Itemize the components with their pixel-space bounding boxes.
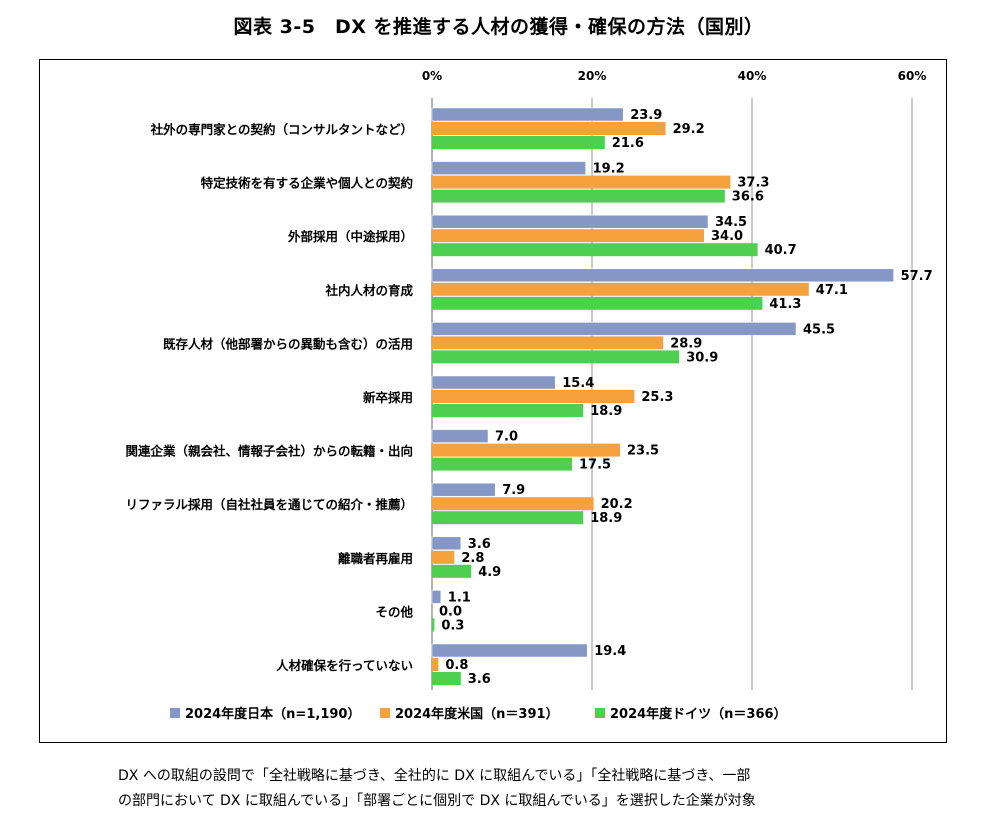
bar-usa bbox=[432, 497, 594, 511]
bar-japan bbox=[431, 482, 496, 497]
data-label: 19.4 bbox=[594, 644, 626, 659]
category-label: その他 bbox=[375, 604, 413, 619]
data-label: 7.9 bbox=[502, 483, 525, 498]
bar-chart: 0% 20% 40% 60% 社外の専門家との契約（コンサルタントなど） 23.9 29.2… bbox=[125, 69, 933, 722]
data-label: 1.1 bbox=[448, 590, 471, 605]
data-label: 0.0 bbox=[439, 604, 462, 619]
data-label: 0.8 bbox=[445, 658, 468, 673]
bar-japan bbox=[431, 107, 624, 122]
bar-germany bbox=[432, 404, 584, 417]
bar-germany bbox=[432, 189, 725, 203]
bar-japan bbox=[431, 322, 797, 336]
data-label: 23.5 bbox=[627, 444, 659, 459]
footnote-line-1: DX への取組の設問で「全社戦略に基づき、全社的に DX に取組んでいる」「全社… bbox=[118, 768, 751, 784]
data-label: 28.9 bbox=[670, 336, 702, 351]
data-label: 41.3 bbox=[769, 297, 801, 312]
bar-usa bbox=[432, 658, 439, 671]
bar-usa bbox=[432, 443, 620, 457]
data-label: 45.5 bbox=[803, 322, 835, 337]
bar-germany bbox=[432, 618, 435, 632]
bar-japan bbox=[431, 268, 894, 283]
category-label: 離職者再雇用 bbox=[338, 551, 413, 566]
bar-germany bbox=[432, 457, 572, 471]
data-label: 7.0 bbox=[495, 430, 518, 445]
data-label: 19.2 bbox=[593, 162, 625, 177]
category-label: 特定技術を有する企業や個人との契約 bbox=[201, 176, 413, 191]
bar-germany bbox=[432, 296, 763, 310]
data-label: 18.9 bbox=[590, 404, 622, 419]
bar-usa bbox=[432, 175, 731, 189]
data-label: 0.3 bbox=[441, 618, 464, 633]
data-label: 34.0 bbox=[711, 229, 743, 244]
legend-swatch-japan bbox=[170, 708, 180, 718]
bar-germany bbox=[432, 243, 758, 257]
data-label: 20.2 bbox=[601, 497, 633, 512]
data-label: 36.6 bbox=[732, 190, 764, 205]
legend-label: 2024年度日本（n=1,190） bbox=[185, 706, 360, 722]
chart-frame: 0% 20% 40% 60% 社外の専門家との契約（コンサルタントなど） 23.9 29.2… bbox=[39, 59, 947, 743]
bar-usa bbox=[432, 229, 704, 243]
x-tick-label: 40% bbox=[738, 69, 767, 83]
category-label: 関連企業（親会社、情報子会社）からの転籍・出向 bbox=[125, 444, 413, 459]
bar-japan bbox=[431, 214, 709, 229]
legend-swatch-germany bbox=[595, 708, 605, 718]
bar-japan bbox=[431, 429, 489, 443]
x-tick-label: 60% bbox=[898, 69, 927, 83]
legend-label: 2024年度ドイツ（n＝366） bbox=[610, 706, 787, 722]
footnote-line-2: の部門において DX に取組んでいる」「部署ごとに個別で DX に取組んでいる」… bbox=[118, 793, 756, 809]
data-label: 37.3 bbox=[737, 176, 769, 191]
category-label: 既存人材（他部署からの異動も含む）の活用 bbox=[163, 336, 413, 351]
bar-japan bbox=[431, 375, 556, 390]
bar-germany bbox=[432, 564, 472, 578]
data-label: 30.9 bbox=[686, 350, 718, 365]
data-label: 15.4 bbox=[562, 376, 594, 391]
bar-germany bbox=[432, 350, 680, 364]
data-label: 40.7 bbox=[765, 243, 797, 258]
category-label: 外部採用（中途採用） bbox=[287, 229, 413, 244]
legend-label: 2024年度米国（n＝391） bbox=[395, 706, 559, 722]
bar-germany bbox=[432, 672, 461, 685]
data-label: 4.9 bbox=[478, 565, 501, 580]
data-label: 21.6 bbox=[612, 136, 644, 151]
bar-usa bbox=[432, 390, 635, 403]
footnote: DX への取組の設問で「全社戦略に基づき、全社的に DX に取組んでいる」「全社… bbox=[118, 764, 756, 814]
bar-japan bbox=[431, 161, 586, 175]
data-label: 18.9 bbox=[590, 511, 622, 526]
data-label: 29.2 bbox=[673, 122, 705, 137]
chart-title: 図表 3-5 DX を推進する人材の獲得・確保の方法（国別） bbox=[233, 16, 764, 38]
data-label: 17.5 bbox=[579, 458, 611, 473]
category-label: リファラル採用（自社社員を通じての紹介・推薦） bbox=[125, 497, 413, 512]
x-tick-label: 0% bbox=[422, 69, 442, 83]
data-label: 57.7 bbox=[901, 269, 933, 284]
x-tick-label: 20% bbox=[578, 69, 607, 83]
data-label: 3.6 bbox=[468, 537, 491, 552]
category-label: 新卒採用 bbox=[363, 390, 413, 405]
data-label: 34.5 bbox=[715, 215, 747, 230]
data-label: 23.9 bbox=[630, 108, 662, 123]
data-label: 3.6 bbox=[468, 672, 491, 687]
data-label: 25.3 bbox=[641, 390, 673, 405]
bar-usa bbox=[432, 282, 809, 296]
bar-japan bbox=[431, 536, 462, 551]
bar-usa bbox=[432, 550, 455, 564]
bar-usa bbox=[432, 336, 664, 350]
data-label: 47.1 bbox=[816, 283, 848, 298]
category-label: 社外の専門家との契約（コンサルタントなど） bbox=[150, 122, 413, 137]
category-label: 人材確保を行っていない bbox=[276, 658, 413, 673]
category-label: 社内人材の育成 bbox=[324, 283, 413, 298]
bar-japan bbox=[431, 643, 588, 658]
bar-japan bbox=[431, 590, 442, 604]
data-label: 2.8 bbox=[461, 551, 484, 566]
bar-usa bbox=[432, 122, 666, 135]
bar-germany bbox=[432, 136, 605, 149]
legend-swatch-usa bbox=[380, 708, 390, 718]
bar-germany bbox=[432, 511, 584, 525]
